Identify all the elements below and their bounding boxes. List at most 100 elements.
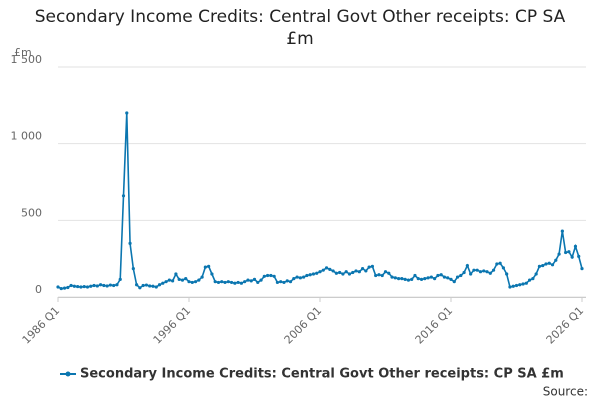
point xyxy=(449,277,453,281)
point xyxy=(475,268,479,272)
point xyxy=(236,280,240,285)
point xyxy=(239,281,243,285)
point xyxy=(79,285,83,289)
point xyxy=(377,273,381,277)
point xyxy=(364,269,368,273)
point xyxy=(370,264,374,268)
point xyxy=(482,269,486,273)
point xyxy=(419,277,424,281)
point xyxy=(488,271,492,275)
point xyxy=(436,273,440,278)
point xyxy=(318,270,322,274)
point xyxy=(275,280,280,285)
point xyxy=(331,269,335,273)
point xyxy=(518,283,522,287)
point xyxy=(439,273,443,277)
point xyxy=(505,272,509,276)
point xyxy=(570,255,574,259)
x-tick-label: 1996 Q1 xyxy=(151,304,194,347)
point xyxy=(557,252,561,256)
point xyxy=(374,273,378,278)
point xyxy=(98,283,103,287)
point xyxy=(184,277,188,281)
point xyxy=(131,267,135,271)
point xyxy=(305,273,309,278)
point xyxy=(138,286,142,290)
point xyxy=(393,276,397,280)
point xyxy=(105,284,109,288)
point xyxy=(161,281,165,285)
chart-title: Secondary Income Credits: Central Govt O… xyxy=(34,7,566,49)
point xyxy=(403,277,407,281)
point xyxy=(446,276,450,280)
point xyxy=(112,283,116,288)
point xyxy=(148,284,152,288)
point xyxy=(154,285,158,289)
point xyxy=(452,280,456,284)
point xyxy=(311,272,316,276)
legend-marker xyxy=(65,371,71,377)
point xyxy=(501,266,505,270)
point xyxy=(498,261,502,265)
point xyxy=(560,229,564,233)
point xyxy=(167,278,171,282)
point xyxy=(528,278,532,282)
point xyxy=(76,284,80,289)
point xyxy=(82,284,86,289)
point xyxy=(387,271,391,275)
point xyxy=(226,280,230,284)
point xyxy=(567,250,571,254)
point xyxy=(95,284,99,288)
point xyxy=(187,280,191,284)
point xyxy=(210,272,214,276)
point xyxy=(89,284,93,288)
point xyxy=(259,278,263,282)
point xyxy=(249,279,253,283)
point xyxy=(108,283,112,287)
x-tick-label: 2006 Q1 xyxy=(282,304,325,347)
point xyxy=(282,280,286,285)
point xyxy=(580,267,584,271)
point xyxy=(177,277,181,281)
y-tick-label: 1 500 xyxy=(11,53,43,66)
y-tick-label: 500 xyxy=(21,206,42,219)
source: Source: xyxy=(543,385,588,399)
point xyxy=(118,277,122,281)
point xyxy=(344,270,348,274)
point xyxy=(216,280,221,285)
point xyxy=(288,280,293,284)
point xyxy=(292,277,296,281)
point xyxy=(66,285,70,290)
point xyxy=(547,261,551,265)
point xyxy=(511,284,515,288)
point xyxy=(115,283,119,287)
point xyxy=(367,265,371,269)
point xyxy=(213,280,217,284)
point xyxy=(416,277,420,281)
point xyxy=(577,254,581,258)
point xyxy=(324,266,329,270)
point xyxy=(302,275,306,279)
point xyxy=(554,258,558,262)
point xyxy=(410,277,414,281)
point xyxy=(433,277,437,281)
point xyxy=(459,273,463,278)
point xyxy=(72,284,76,288)
point xyxy=(328,267,332,271)
point xyxy=(400,277,404,281)
point xyxy=(357,270,361,274)
point xyxy=(564,250,568,255)
point xyxy=(524,281,528,285)
point xyxy=(413,273,417,278)
point xyxy=(59,286,63,291)
point xyxy=(426,276,430,280)
point xyxy=(200,275,204,279)
point xyxy=(151,284,155,288)
point xyxy=(193,280,198,284)
point xyxy=(272,274,276,278)
x-tick-label: 1986 Q1 xyxy=(20,304,63,347)
point xyxy=(62,286,67,290)
point xyxy=(380,273,384,278)
point xyxy=(246,278,250,282)
